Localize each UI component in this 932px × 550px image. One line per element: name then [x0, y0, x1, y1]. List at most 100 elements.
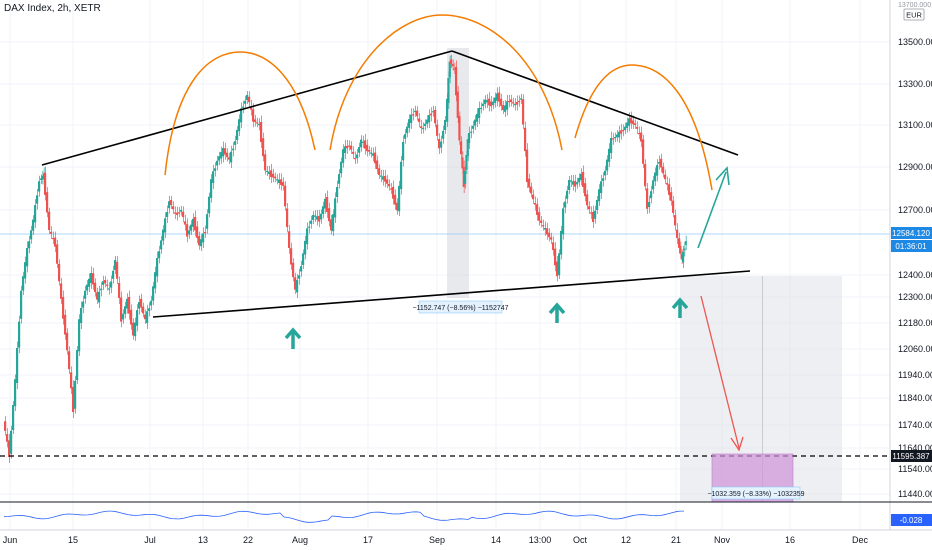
candle [136, 310, 139, 326]
candle [422, 127, 425, 130]
candle [188, 230, 191, 235]
candle [318, 215, 321, 222]
candle [360, 139, 363, 148]
candle [676, 229, 679, 238]
candle [450, 59, 453, 64]
candle [70, 372, 73, 389]
candle [312, 215, 315, 220]
candle [174, 212, 177, 214]
candle [284, 185, 287, 207]
price-tick-label: 11440.000 [898, 489, 932, 499]
price-tick-label: 11540.000 [898, 464, 932, 474]
price-tick-label: 13500.000 [898, 37, 932, 47]
candle [548, 232, 551, 238]
candle [288, 231, 291, 248]
candle [538, 212, 541, 221]
price-tick-label: 11740.000 [898, 420, 932, 430]
price-tick-label: 12300.000 [898, 292, 932, 302]
left-shoulder-arc [164, 51, 316, 176]
candle [566, 190, 569, 199]
candle [500, 98, 503, 106]
price-tick-label: 12180.000 [898, 318, 932, 328]
up-arrow [671, 297, 689, 318]
candle [414, 110, 417, 113]
candle [356, 154, 359, 159]
candle [586, 194, 589, 206]
candle [514, 103, 517, 106]
candle [254, 119, 257, 123]
candle [642, 139, 645, 164]
candle [100, 288, 103, 291]
candle [102, 281, 105, 285]
candle [198, 236, 201, 246]
candle [560, 230, 563, 255]
candle [412, 114, 415, 116]
projection-up-arrow [697, 166, 730, 249]
candle [528, 178, 531, 188]
candle [292, 262, 295, 278]
candle [110, 281, 113, 288]
projection-zone-line [762, 276, 763, 502]
candle [358, 147, 361, 153]
candle [238, 119, 241, 132]
candle [310, 220, 313, 224]
candle [106, 284, 109, 286]
candle [194, 217, 197, 231]
candle [234, 141, 237, 145]
candle [14, 379, 17, 407]
candle [374, 152, 377, 164]
candles [4, 54, 687, 463]
candle [594, 210, 597, 219]
candle [200, 239, 203, 247]
candle [144, 314, 147, 320]
candle [447, 78, 450, 103]
candle [330, 219, 333, 231]
candle [416, 110, 419, 117]
currency-box[interactable] [903, 8, 925, 21]
time-tick-label: Jul [144, 535, 156, 545]
price-tick-label: 12060.000 [898, 344, 932, 354]
candle [286, 208, 289, 228]
candle [42, 173, 45, 180]
candle [446, 98, 449, 122]
candle [168, 201, 171, 209]
candle [534, 203, 537, 205]
candle [264, 154, 267, 171]
candle [326, 197, 329, 212]
candle [492, 101, 495, 105]
candle [130, 309, 133, 325]
candle [320, 213, 323, 220]
candle [608, 148, 611, 162]
candle [242, 106, 245, 108]
candle [328, 208, 331, 222]
time-tick-label: 15 [68, 535, 78, 545]
candle [558, 253, 561, 275]
time-tick-label: Jun [3, 535, 18, 545]
right-shoulder-arc [574, 64, 713, 191]
candle [90, 273, 93, 283]
candle [465, 155, 468, 170]
candle [82, 301, 85, 308]
candle [646, 188, 649, 209]
candle [148, 308, 151, 311]
candle [554, 248, 557, 266]
candle [112, 270, 115, 279]
candle [600, 181, 603, 193]
candle [464, 170, 467, 184]
candle [630, 117, 633, 124]
candle [354, 158, 357, 160]
candle [62, 297, 65, 319]
candle [348, 145, 351, 147]
candle [666, 183, 669, 185]
candle [650, 191, 653, 199]
candle [68, 351, 71, 370]
candle [162, 229, 165, 241]
target-price-value: 11595.387 [892, 452, 930, 461]
candle [508, 100, 511, 103]
candle [474, 119, 477, 126]
candle [576, 182, 579, 185]
candle [634, 123, 637, 125]
candle [46, 192, 49, 213]
candle [578, 177, 581, 183]
